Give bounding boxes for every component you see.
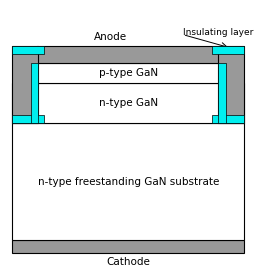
Text: n-type GaN: n-type GaN: [99, 98, 158, 108]
Bar: [37, 63, 220, 83]
Bar: [31, 63, 38, 123]
Bar: [13, 83, 244, 123]
Bar: [13, 46, 38, 123]
Text: n-type freestanding GaN substrate: n-type freestanding GaN substrate: [38, 177, 219, 187]
Text: Anode: Anode: [94, 32, 127, 42]
Bar: [13, 123, 244, 240]
Bar: [218, 63, 226, 123]
Bar: [13, 115, 44, 123]
Text: p-type GaN: p-type GaN: [99, 68, 158, 78]
Bar: [13, 46, 44, 54]
Text: Cathode: Cathode: [106, 256, 150, 267]
Bar: [37, 46, 220, 63]
Bar: [212, 115, 244, 123]
Bar: [218, 46, 244, 123]
Bar: [212, 46, 244, 54]
Bar: [13, 240, 244, 253]
Text: Insulating layer: Insulating layer: [183, 28, 253, 37]
